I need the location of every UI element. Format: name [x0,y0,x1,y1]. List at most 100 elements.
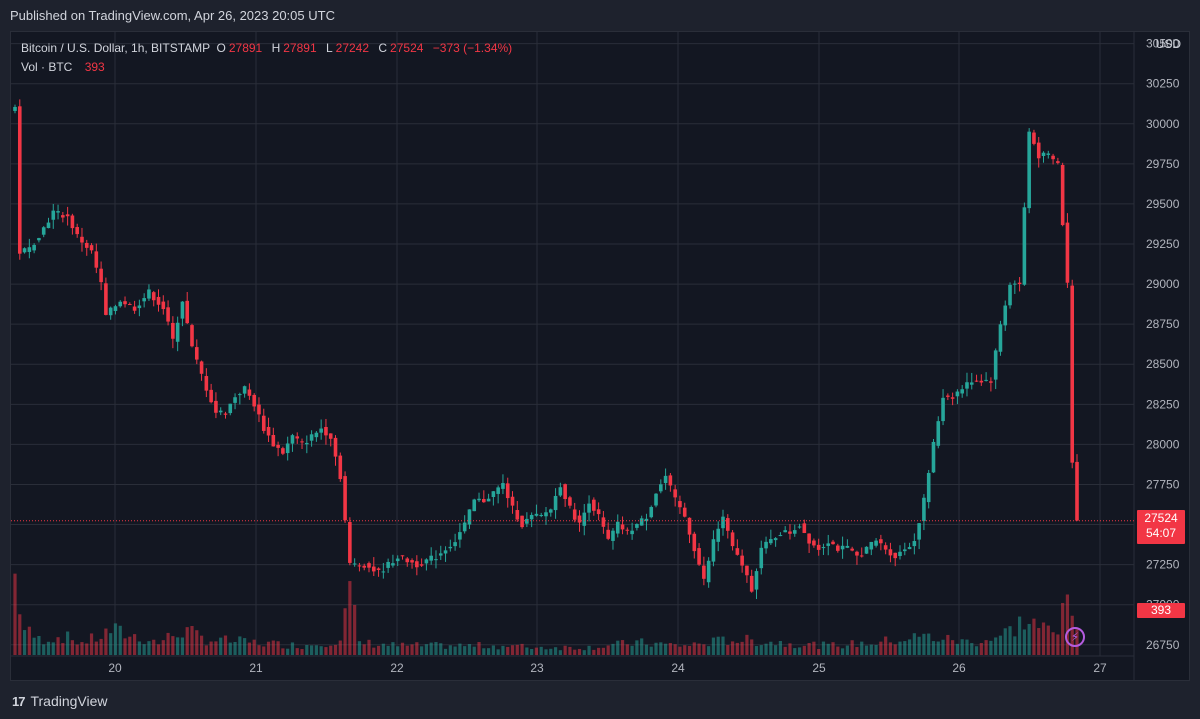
candle-body[interactable] [89,245,94,251]
candle-body[interactable] [883,545,888,550]
candle-body[interactable] [51,210,56,220]
candle-body[interactable] [80,236,84,243]
candle-body[interactable] [266,426,271,436]
candle-body[interactable] [501,483,505,489]
candle-body[interactable] [950,397,955,399]
candle-body[interactable] [22,248,27,253]
candle-body[interactable] [467,509,472,525]
candle-body[interactable] [482,499,486,503]
candle-body[interactable] [338,455,343,480]
candle-body[interactable] [1075,461,1079,521]
candle-body[interactable] [309,434,314,441]
candle-body[interactable] [922,497,926,522]
candle-body[interactable] [281,448,285,454]
candle-body[interactable] [41,227,46,235]
candle-body[interactable] [1056,161,1060,163]
candle-body[interactable] [491,491,496,498]
candle-body[interactable] [1022,207,1027,285]
candle-body[interactable] [510,496,515,506]
candle-body[interactable] [314,432,319,438]
candle-body[interactable] [788,531,792,534]
candle-body[interactable] [635,523,639,528]
candle-body[interactable] [769,539,773,544]
candle-body[interactable] [391,563,395,566]
candle-body[interactable] [989,381,993,383]
candle-body[interactable] [936,421,941,446]
chart-frame[interactable]: 2675027000272502750027750280002825028500… [10,31,1190,681]
candle-body[interactable] [659,484,663,492]
candle-body[interactable] [831,541,835,545]
candle-body[interactable] [257,404,261,415]
candle-body[interactable] [161,301,166,310]
candle-body[interactable] [553,495,558,511]
candle-body[interactable] [840,545,845,550]
candle-body[interactable] [84,242,89,248]
candle-body[interactable] [357,565,362,567]
candle-body[interactable] [204,376,209,391]
candle-body[interactable] [687,517,692,535]
candle-body[interactable] [132,306,137,311]
candle-body[interactable] [764,541,768,549]
candle-body[interactable] [912,541,917,547]
candle-body[interactable] [955,391,960,397]
candle-body[interactable] [1065,222,1070,283]
candle-body[interactable] [1003,305,1008,326]
candle-body[interactable] [850,548,854,551]
candle-body[interactable] [898,551,902,557]
candle-body[interactable] [214,400,218,413]
candle-body[interactable] [529,514,534,520]
candle-body[interactable] [276,444,280,448]
candle-body[interactable] [424,559,429,564]
candle-body[interactable] [190,325,194,347]
candle-body[interactable] [13,106,17,111]
candle-body[interactable] [615,521,620,534]
candle-body[interactable] [319,428,323,433]
candle-body[interactable] [295,436,300,439]
candle-body[interactable] [410,560,414,563]
candle-body[interactable] [888,549,893,556]
candle-body[interactable] [754,571,759,590]
candle-body[interactable] [218,410,223,413]
candle-body[interactable] [682,507,687,517]
candle-body[interactable] [783,530,787,533]
tradingview-brand[interactable]: 17 TradingView [12,693,108,709]
candle-body[interactable] [305,442,309,445]
candle-body[interactable] [343,476,347,521]
candle-body[interactable] [1041,152,1046,156]
candle-body[interactable] [429,555,433,561]
candle-body[interactable] [147,289,151,299]
candle-body[interactable] [1008,284,1012,306]
candle-body[interactable] [290,435,295,444]
candle-body[interactable] [371,566,376,572]
candle-body[interactable] [678,501,682,508]
candle-body[interactable] [128,304,132,306]
candle-body[interactable] [749,575,754,592]
candle-body[interactable] [65,214,70,217]
candle-body[interactable] [113,306,118,311]
candle-body[interactable] [175,322,180,342]
candle-body[interactable] [438,553,443,556]
candle-body[interactable] [99,268,103,283]
legend-volume-label[interactable]: Vol · BTC [21,60,73,74]
candle-body[interactable] [496,487,500,494]
candle-body[interactable] [381,571,386,573]
candle-body[interactable] [194,347,199,360]
candle-body[interactable] [1027,131,1031,209]
candle-body[interactable] [544,512,548,517]
candle-body[interactable] [902,549,907,552]
candle-body[interactable] [644,518,649,522]
candle-body[interactable] [151,292,156,301]
lightning-icon[interactable]: ⚡ [1065,627,1085,647]
candle-body[interactable] [859,555,864,557]
candle-body[interactable] [639,518,644,526]
candle-body[interactable] [917,523,921,540]
candle-body[interactable] [17,106,22,254]
candle-body[interactable] [108,307,113,316]
candle-body[interactable] [568,497,572,506]
candle-body[interactable] [778,535,783,537]
candle-body[interactable] [807,533,811,544]
candle-body[interactable] [826,543,831,546]
candle-body[interactable] [926,472,931,503]
candle-body[interactable] [395,558,400,562]
candle-body[interactable] [773,538,778,541]
